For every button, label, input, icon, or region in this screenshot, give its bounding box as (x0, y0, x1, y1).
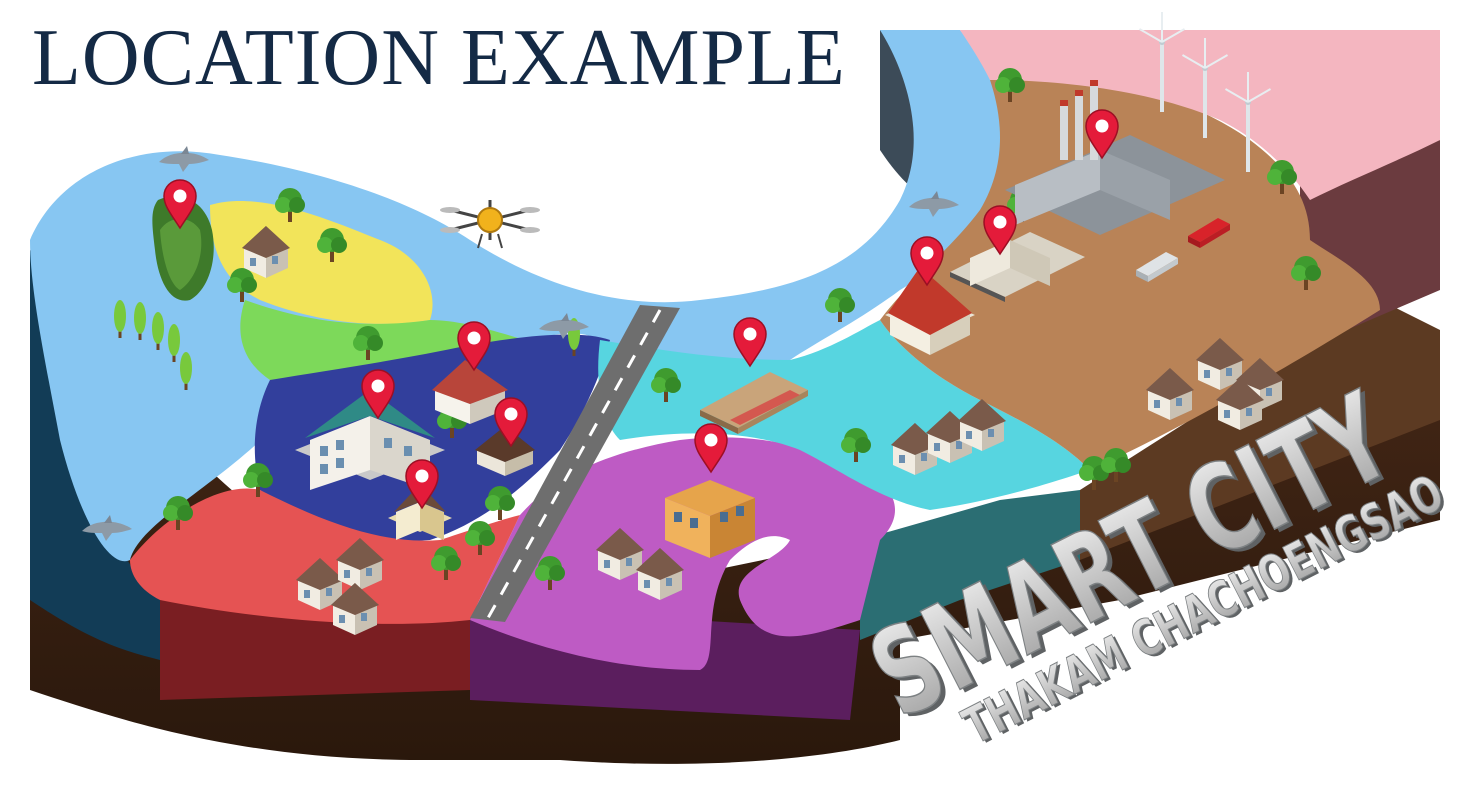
zone-pink (960, 30, 1440, 200)
zone-blue (254, 334, 610, 541)
buildings (242, 12, 1284, 635)
school-building-icon (295, 390, 445, 490)
government-building-icon (950, 232, 1085, 302)
zone-cyan (598, 320, 1090, 510)
shop-building-icon (665, 480, 755, 558)
park-icon (700, 372, 808, 434)
forest-island (152, 196, 214, 301)
small-house-icon (388, 484, 452, 540)
drone-icon (440, 200, 540, 249)
car-icon (1188, 218, 1230, 248)
road (470, 305, 680, 622)
heritage-house-icon (475, 426, 535, 476)
river-zone (30, 30, 1017, 562)
villa-icon (432, 360, 508, 424)
zone-red (130, 488, 520, 624)
car-icon (1136, 252, 1178, 282)
zone-purple (470, 437, 895, 670)
temple-icon (885, 255, 975, 355)
page-title: LOCATION EXAMPLE (32, 14, 846, 102)
